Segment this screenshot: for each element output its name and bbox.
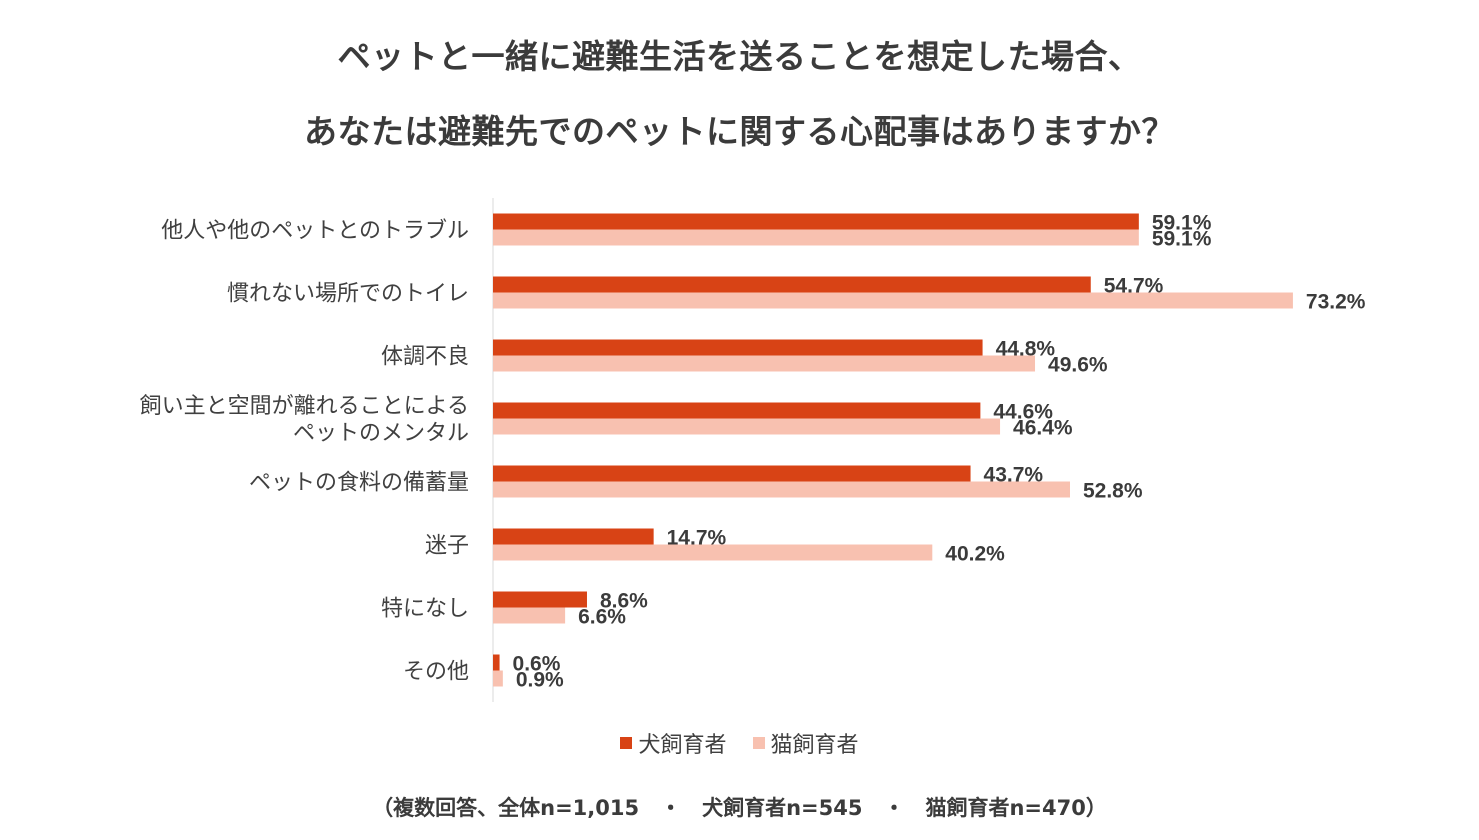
bar-dog: [493, 213, 1139, 230]
bar-cat: [493, 544, 933, 561]
category-label: 慣れない場所でのトイレ: [227, 282, 469, 307]
value-label-dog: 44.6%: [993, 401, 1053, 424]
bar-chart: 他人や他のペットとのトラブル 59.1%59.1% 慣れない場所でのトイレ 54.7%…: [140, 198, 1366, 702]
bar-cat: [493, 418, 1001, 435]
sample-size-footnote: （複数回答、全体n=1,015 ・ 犬飼育者n=545 ・ 猫飼育者n=470）: [372, 796, 1107, 820]
value-label-cat: 49.6%: [1048, 354, 1108, 377]
bar-cat: [493, 670, 503, 687]
bar-cat: [493, 229, 1139, 246]
value-label-dog: 0.6%: [513, 653, 561, 676]
value-label-dog: 43.7%: [984, 464, 1044, 487]
chart-title-line-2: あなたは避難先でのペットに関する心配事はありますか？: [304, 112, 1175, 151]
value-label-cat: 46.4%: [1013, 417, 1073, 440]
legend-label-dog: 犬飼育者: [638, 733, 727, 758]
legend-item-cat: 猫飼育者: [752, 727, 859, 759]
bar-dog: [493, 591, 587, 608]
category-label: 体調不良: [381, 345, 469, 370]
bar-cat: [493, 292, 1293, 309]
category-label: ペットの食料の備蓄量: [249, 471, 469, 496]
value-label-cat: 0.9%: [516, 669, 564, 692]
value-label-dog: 8.6%: [600, 590, 648, 613]
value-label-cat: 59.1%: [1152, 228, 1212, 251]
value-label-dog: 54.7%: [1104, 275, 1164, 298]
bar-cat: [493, 481, 1070, 498]
legend-item-dog: 犬飼育者: [620, 727, 727, 759]
category-label: 他人や他のペットとのトラブル: [161, 219, 469, 244]
bar-dog: [493, 654, 500, 671]
bar-dog: [493, 465, 971, 482]
category-label: 特になし: [381, 597, 469, 622]
bar-cat: [493, 607, 566, 624]
value-label-cat: 73.2%: [1306, 291, 1366, 314]
legend-label-cat: 猫飼育者: [770, 733, 859, 758]
value-label-dog: 14.7%: [667, 527, 727, 550]
category-label: 迷子: [425, 534, 469, 559]
chart-title-line-1: ペットと一緒に避難生活を送ることを想定した場合、: [337, 37, 1142, 76]
category-label: 飼い主と空間が離れることによる: [140, 394, 469, 419]
bar-dog: [493, 276, 1091, 293]
category-label: その他: [403, 660, 469, 685]
value-label-dog: 59.1%: [1152, 212, 1212, 235]
bar-cat: [493, 355, 1036, 372]
chart-legend: 犬飼育者 猫飼育者: [0, 727, 1479, 759]
value-label-cat: 6.6%: [578, 606, 626, 629]
bar-dog: [493, 528, 654, 545]
value-label-dog: 44.8%: [996, 338, 1056, 361]
value-label-cat: 40.2%: [945, 543, 1005, 566]
legend-swatch-cat: [752, 737, 765, 749]
value-label-cat: 52.8%: [1083, 480, 1143, 503]
bar-dog: [493, 402, 981, 419]
bar-dog: [493, 339, 983, 356]
category-label: ペットのメンタル: [293, 421, 469, 446]
legend-swatch-dog: [620, 737, 633, 749]
